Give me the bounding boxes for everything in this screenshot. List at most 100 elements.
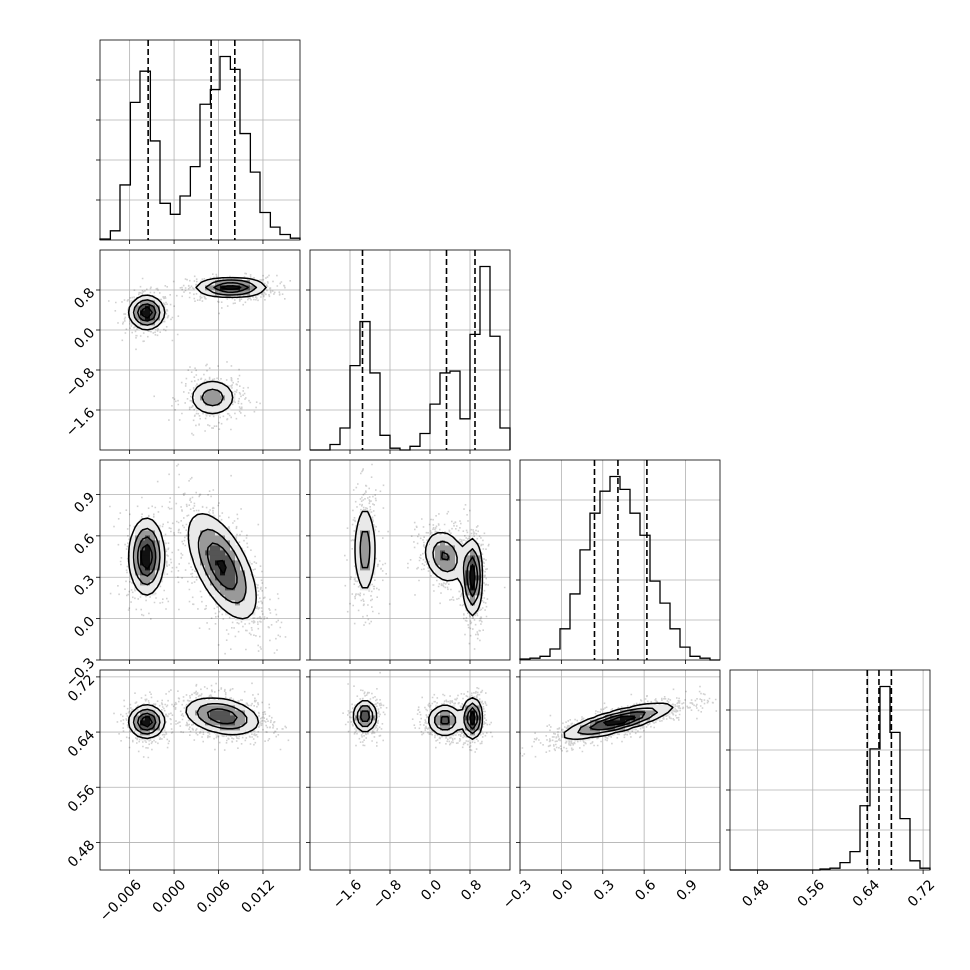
- y-tick-label: 0.9: [71, 489, 98, 516]
- density-cell: [470, 545, 476, 551]
- density-cell: [600, 725, 606, 731]
- density-cell: [255, 290, 261, 296]
- density-cell: [150, 315, 156, 321]
- density-cell: [355, 555, 361, 561]
- density-cell: [260, 285, 266, 291]
- density-cell: [475, 585, 481, 591]
- histogram-step: [730, 685, 931, 871]
- density-cell: [145, 310, 151, 316]
- density-cell: [460, 555, 466, 561]
- density-cell: [435, 550, 441, 556]
- density-cell: [155, 320, 161, 326]
- density-cell: [595, 715, 601, 721]
- density-cell: [660, 705, 666, 711]
- contour-line: [352, 696, 484, 740]
- density-cell: [440, 705, 446, 711]
- density-cell: [245, 565, 251, 571]
- contour-line: [127, 697, 260, 740]
- density-cell: [440, 540, 446, 546]
- density-cell: [190, 530, 196, 536]
- density-cell: [250, 290, 256, 296]
- axes-frame: [99, 669, 301, 871]
- density-cell: [230, 700, 236, 706]
- density-cell: [145, 560, 151, 566]
- density-cell: [645, 715, 651, 721]
- density-cell: [220, 525, 226, 531]
- density-cell: [210, 585, 216, 591]
- density-cell: [150, 570, 156, 576]
- density-cell: [200, 545, 206, 551]
- density-cell: [220, 730, 226, 736]
- density-cell: [430, 710, 436, 716]
- density-cell: [355, 720, 361, 726]
- density-cell: [355, 550, 361, 556]
- density-cell: [250, 710, 256, 716]
- density-cell: [360, 720, 366, 726]
- density-cell: [245, 610, 251, 616]
- density-cell: [185, 710, 191, 716]
- density-cell: [240, 605, 246, 611]
- density-cell: [360, 545, 366, 551]
- density-cell: [370, 565, 376, 571]
- density-cell: [475, 545, 481, 551]
- density-cell: [470, 600, 476, 606]
- density-cell: [140, 300, 146, 306]
- density-cell: [230, 715, 236, 721]
- density-cell: [200, 710, 206, 716]
- density-cell: [130, 315, 136, 321]
- density-cell: [140, 325, 146, 331]
- density-cell: [365, 525, 371, 531]
- density-cell: [455, 565, 461, 571]
- density-cell: [200, 285, 206, 291]
- density-cell: [130, 570, 136, 576]
- density-cell: [235, 570, 241, 576]
- density-cell: [245, 710, 251, 716]
- density-cell: [605, 715, 611, 721]
- density-cell: [155, 530, 161, 536]
- density-cell: [645, 710, 651, 716]
- density-cell: [200, 565, 206, 571]
- density-cell: [440, 720, 446, 726]
- density-cell: [650, 710, 656, 716]
- density-cell: [225, 535, 231, 541]
- x-tick-label: 0.3: [591, 877, 618, 904]
- density-cell: [360, 550, 366, 556]
- contour-line: [132, 279, 258, 407]
- density-cell: [460, 550, 466, 556]
- density-cell: [650, 715, 656, 721]
- x-tick-label: 0.48: [739, 877, 772, 910]
- density-cell: [210, 715, 216, 721]
- density-cell: [130, 540, 136, 546]
- y-tick-label: 0.0: [71, 614, 98, 641]
- density-cell: [450, 720, 456, 726]
- density-cell: [590, 720, 596, 726]
- density-cell: [240, 580, 246, 586]
- density-cell: [205, 400, 211, 406]
- density-cell: [465, 600, 471, 606]
- density-cell: [230, 725, 236, 731]
- axes-frame: [99, 249, 301, 451]
- density-cell: [140, 720, 146, 726]
- density-cell: [130, 575, 136, 581]
- density-cell: [475, 700, 481, 706]
- density-cell: [240, 290, 246, 296]
- density-cell: [460, 560, 466, 566]
- density-cell: [205, 700, 211, 706]
- density-cell: [160, 305, 166, 311]
- x-tick-label: 0.64: [850, 877, 883, 910]
- density-cell: [240, 570, 246, 576]
- density-cell: [360, 555, 366, 561]
- density-cell: [435, 535, 441, 541]
- density-cell: [215, 390, 221, 396]
- density-cell: [615, 725, 621, 731]
- density-cell: [210, 390, 216, 396]
- x-tick-label: 0.9: [674, 877, 701, 904]
- density-cell: [355, 560, 361, 566]
- density-cell: [580, 730, 586, 736]
- density-cell: [465, 700, 471, 706]
- density-cell: [220, 605, 226, 611]
- density-cell: [475, 605, 481, 611]
- density-cell: [475, 600, 481, 606]
- density-cell: [130, 560, 136, 566]
